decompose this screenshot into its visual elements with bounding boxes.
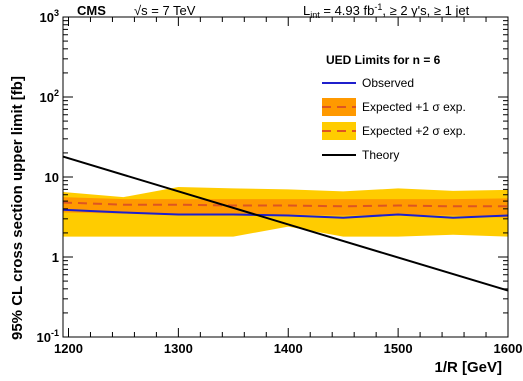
y-axis-title: 95% CL cross section upper limit [fb] xyxy=(9,76,26,340)
x-tick-label: 1400 xyxy=(274,341,303,356)
y-tick-label: 1 xyxy=(52,250,59,265)
axis-ticks xyxy=(63,17,509,338)
energy-label: √s = 7 TeV xyxy=(134,3,196,18)
uncertainty-bands xyxy=(63,187,508,237)
series-observed xyxy=(62,208,509,219)
legend-entry-label: Observed xyxy=(362,76,414,90)
series-theory xyxy=(62,155,509,292)
y-tick-label: 10 xyxy=(45,170,59,185)
experiment-label: CMS xyxy=(77,3,106,18)
data-lines xyxy=(62,155,509,292)
x-tick-label: 1200 xyxy=(54,341,83,356)
legend-entry-label: Theory xyxy=(362,148,399,162)
y-tick-label: 10-1 xyxy=(37,328,59,345)
series-expected xyxy=(62,201,508,208)
y-tick-label: 103 xyxy=(40,8,59,25)
luminosity-label: Lint = 4.93 fb-1, ≥ 2 γ's, ≥ 1 jet xyxy=(303,2,470,20)
legend-entry-label: Expected +2 σ exp. xyxy=(362,124,466,138)
y-tick-label: 102 xyxy=(40,88,59,105)
x-tick-label: 1300 xyxy=(164,341,193,356)
legend-entry-label: Expected +1 σ exp. xyxy=(362,100,466,114)
x-tick-label: 1500 xyxy=(384,341,413,356)
band-1-sigma xyxy=(63,197,508,218)
x-axis-title: 1/R [GeV] xyxy=(434,359,502,376)
legend-title: UED Limits for n = 6 xyxy=(326,53,441,67)
legend: UED Limits for n = 6 Observed Expected +1… xyxy=(322,53,466,162)
axis-tick-labels: 1200 1300 1400 1500 1600 10-1 1 10 102 103 xyxy=(37,8,523,356)
x-tick-label: 1600 xyxy=(494,341,523,356)
